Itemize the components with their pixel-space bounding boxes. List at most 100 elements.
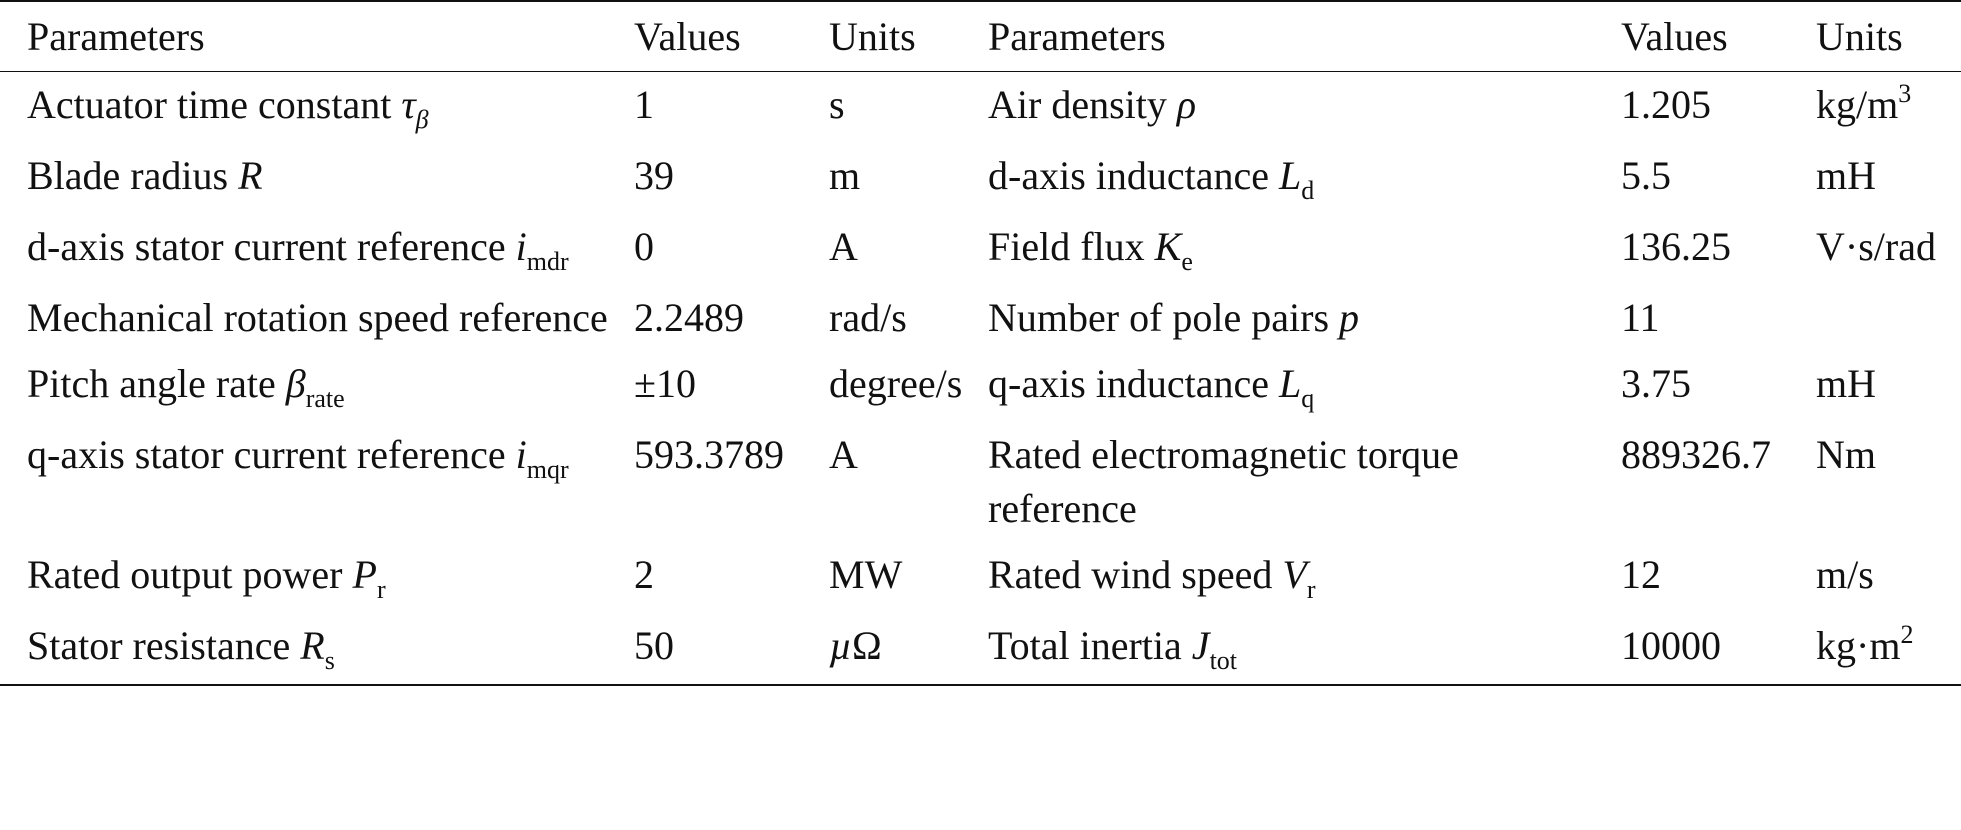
cell-text: s [829,82,845,127]
subscript: q [1301,384,1315,413]
header-text: Values [1621,14,1728,59]
cell-text: d-axis stator current reference [27,224,506,269]
table-cell: mH [1816,143,1961,214]
cell-text: Stator resistance [27,623,291,668]
header-text: Values [634,14,741,59]
table-cell: 1.205 [1621,72,1816,144]
cell-text: kg·m [1816,623,1901,668]
table-body: Actuator time constant τβ 1 s Air density ρ… [0,72,1961,685]
table-cell: 12 [1621,542,1816,613]
table-cell: MW [829,542,988,613]
table-cell: 5.5 [1621,143,1816,214]
symbol: L [1279,153,1302,198]
cell-text: m/s [1816,552,1874,597]
cell-text: q-axis inductance [988,361,1269,406]
subscript: s [324,646,335,675]
table-cell: 3.75 [1621,351,1816,422]
parameter-table: Parameters Values Units Parameters Values Uni… [0,1,1961,685]
table-cell: Stator resistance Rs [0,613,634,685]
table-cell: rad/s [829,285,988,351]
cell-text: Number of pole pairs [988,295,1330,340]
symbol: µ [829,623,853,668]
header-cell: Units [829,1,988,72]
table-row: Blade radius R 39 m d-axis inductance Ld 5.5… [0,143,1961,214]
table-cell: Total inertia Jtot [988,613,1621,685]
cell-text: ±10 [634,361,696,406]
table-cell: µΩ [829,613,988,685]
cell-text: mH [1816,153,1876,198]
cell-text: Pitch angle rate [27,361,276,406]
table-cell: Rated electromagnetic torque reference [988,422,1621,542]
symbol: i [515,432,527,477]
table-cell: V·s/rad [1816,214,1961,285]
symbol: L [1279,361,1302,406]
cell-text: degree/s [829,361,963,406]
table-cell: m/s [1816,542,1961,613]
table-cell: ±10 [634,351,829,422]
table-row: Rated output power Pr 2 MW Rated wind speed… [0,542,1961,613]
table-row: Mechanical rotation speed reference 2.248… [0,285,1961,351]
table-cell: mH [1816,351,1961,422]
header-cell: Parameters [0,1,634,72]
superscript: 3 [1898,79,1912,108]
table-cell: Number of pole pairs p [988,285,1621,351]
cell-text: 50 [634,623,674,668]
table-cell: Air density ρ [988,72,1621,144]
table-cell: 10000 [1621,613,1816,685]
cell-text: 10000 [1621,623,1721,668]
cell-text: 3.75 [1621,361,1691,406]
symbol: K [1154,224,1182,269]
subscript: β [415,105,429,134]
cell-text: 11 [1621,295,1660,340]
cell-text: 1.205 [1621,82,1711,127]
table-cell: 11 [1621,285,1816,351]
cell-text: 136.25 [1621,224,1731,269]
table-cell: 39 [634,143,829,214]
table-cell: Blade radius R [0,143,634,214]
table-cell: kg/m3 [1816,72,1961,144]
cell-text: d-axis inductance [988,153,1269,198]
cell-text: 593.3789 [634,432,784,477]
table-cell: 889326.7 [1621,422,1816,542]
cell-text: 12 [1621,552,1661,597]
table-cell: Field flux Ke [988,214,1621,285]
table-cell: 1 [634,72,829,144]
table-cell: 0 [634,214,829,285]
cell-text: Rated output power [27,552,343,597]
subscript: mdr [526,247,569,276]
subscript: rate [305,384,345,413]
cell-text: Nm [1816,432,1876,477]
table-cell [1816,285,1961,351]
header-row: Parameters Values Units Parameters Values Uni… [0,1,1961,72]
cell-text: Ω [852,623,882,668]
table-cell: s [829,72,988,144]
cell-text: Rated wind speed [988,552,1273,597]
subscript: tot [1209,646,1238,675]
table-cell: Nm [1816,422,1961,542]
table-cell: A [829,214,988,285]
table-cell: A [829,422,988,542]
table-cell: 2.2489 [634,285,829,351]
cell-text: MW [829,552,903,597]
table-header: Parameters Values Units Parameters Values Uni… [0,1,1961,72]
table-cell: d-axis stator current reference imdr [0,214,634,285]
symbol: β [285,361,306,406]
symbol: p [1339,295,1360,340]
header-text: Units [1816,14,1903,59]
table-row: q-axis stator current reference imqr 593.… [0,422,1961,542]
cell-text: 2.2489 [634,295,744,340]
subscript: r [376,575,386,604]
header-text: Parameters [988,14,1166,59]
table-cell: Pitch angle rate βrate [0,351,634,422]
subscript: e [1181,247,1193,276]
table-cell: Mechanical rotation speed reference [0,285,634,351]
table-row: d-axis stator current reference imdr 0 A Fi… [0,214,1961,285]
cell-text: A [829,432,858,477]
cell-text: Air density [988,82,1167,127]
symbol: J [1191,623,1210,668]
cell-text: q-axis stator current reference [27,432,506,477]
table-row: Pitch angle rate βrate ±10 degree/s q-axis … [0,351,1961,422]
cell-text: mH [1816,361,1876,406]
cell-text: rad/s [829,295,907,340]
